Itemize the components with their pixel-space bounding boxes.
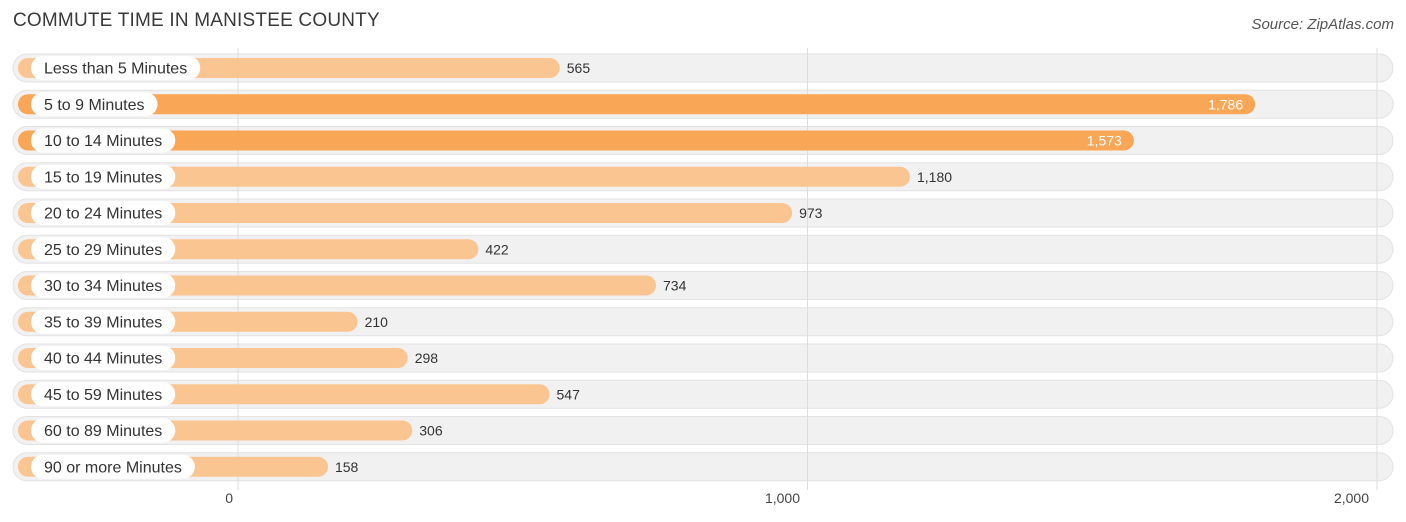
category-pill [31,454,195,479]
category-label: 90 or more Minutes [44,459,182,476]
value-label: 1,180 [917,169,952,185]
category-label: 10 to 14 Minutes [44,133,162,150]
category-label: 5 to 9 Minutes [44,97,145,114]
category-pill [31,201,176,225]
category-label: 20 to 24 Minutes [44,206,162,223]
category-pill [31,418,176,443]
bar [18,275,657,296]
category-pill [31,164,176,189]
tick-label: 1,000 [765,490,800,506]
bar [18,94,1256,115]
category-pill [31,56,201,80]
category-pill [31,346,176,370]
value-label: 158 [335,459,359,475]
value-label: 1,573 [1087,133,1122,149]
category-label: 35 to 39 Minutes [44,314,162,331]
value-label: 1,786 [1208,96,1243,112]
chart-title: COMMUTE TIME IN MANISTEE COUNTY [13,10,380,31]
category-label: 15 to 19 Minutes [44,169,162,186]
category-label: 30 to 34 Minutes [44,278,162,295]
category-pill [31,309,176,334]
value-label: 306 [419,423,443,439]
tick-label: 0 [225,490,233,506]
category-label: 25 to 29 Minutes [44,242,162,259]
source-credit: Source: ZipAtlas.com [1251,16,1394,33]
category-pill [31,128,176,153]
category-pill [31,92,158,117]
row-background [12,307,1394,337]
category-label: 45 to 59 Minutes [44,387,162,404]
tick-label: 2,000 [1334,490,1369,506]
category-pill [31,273,176,298]
category-label: 40 to 44 Minutes [44,351,162,368]
value-label: 565 [567,60,591,76]
bar [18,166,911,187]
row-background [12,452,1394,482]
value-label: 210 [365,314,389,330]
value-label: 734 [663,278,687,294]
category-pill [31,382,176,407]
category-pill [31,237,176,262]
value-label: 298 [415,350,439,366]
value-label: 973 [799,205,823,221]
category-label: Less than 5 Minutes [44,61,187,78]
bar [18,130,1134,151]
category-label: 60 to 89 Minutes [44,423,162,440]
value-label: 547 [557,386,581,402]
value-label: 422 [485,241,509,257]
bar [18,203,793,223]
